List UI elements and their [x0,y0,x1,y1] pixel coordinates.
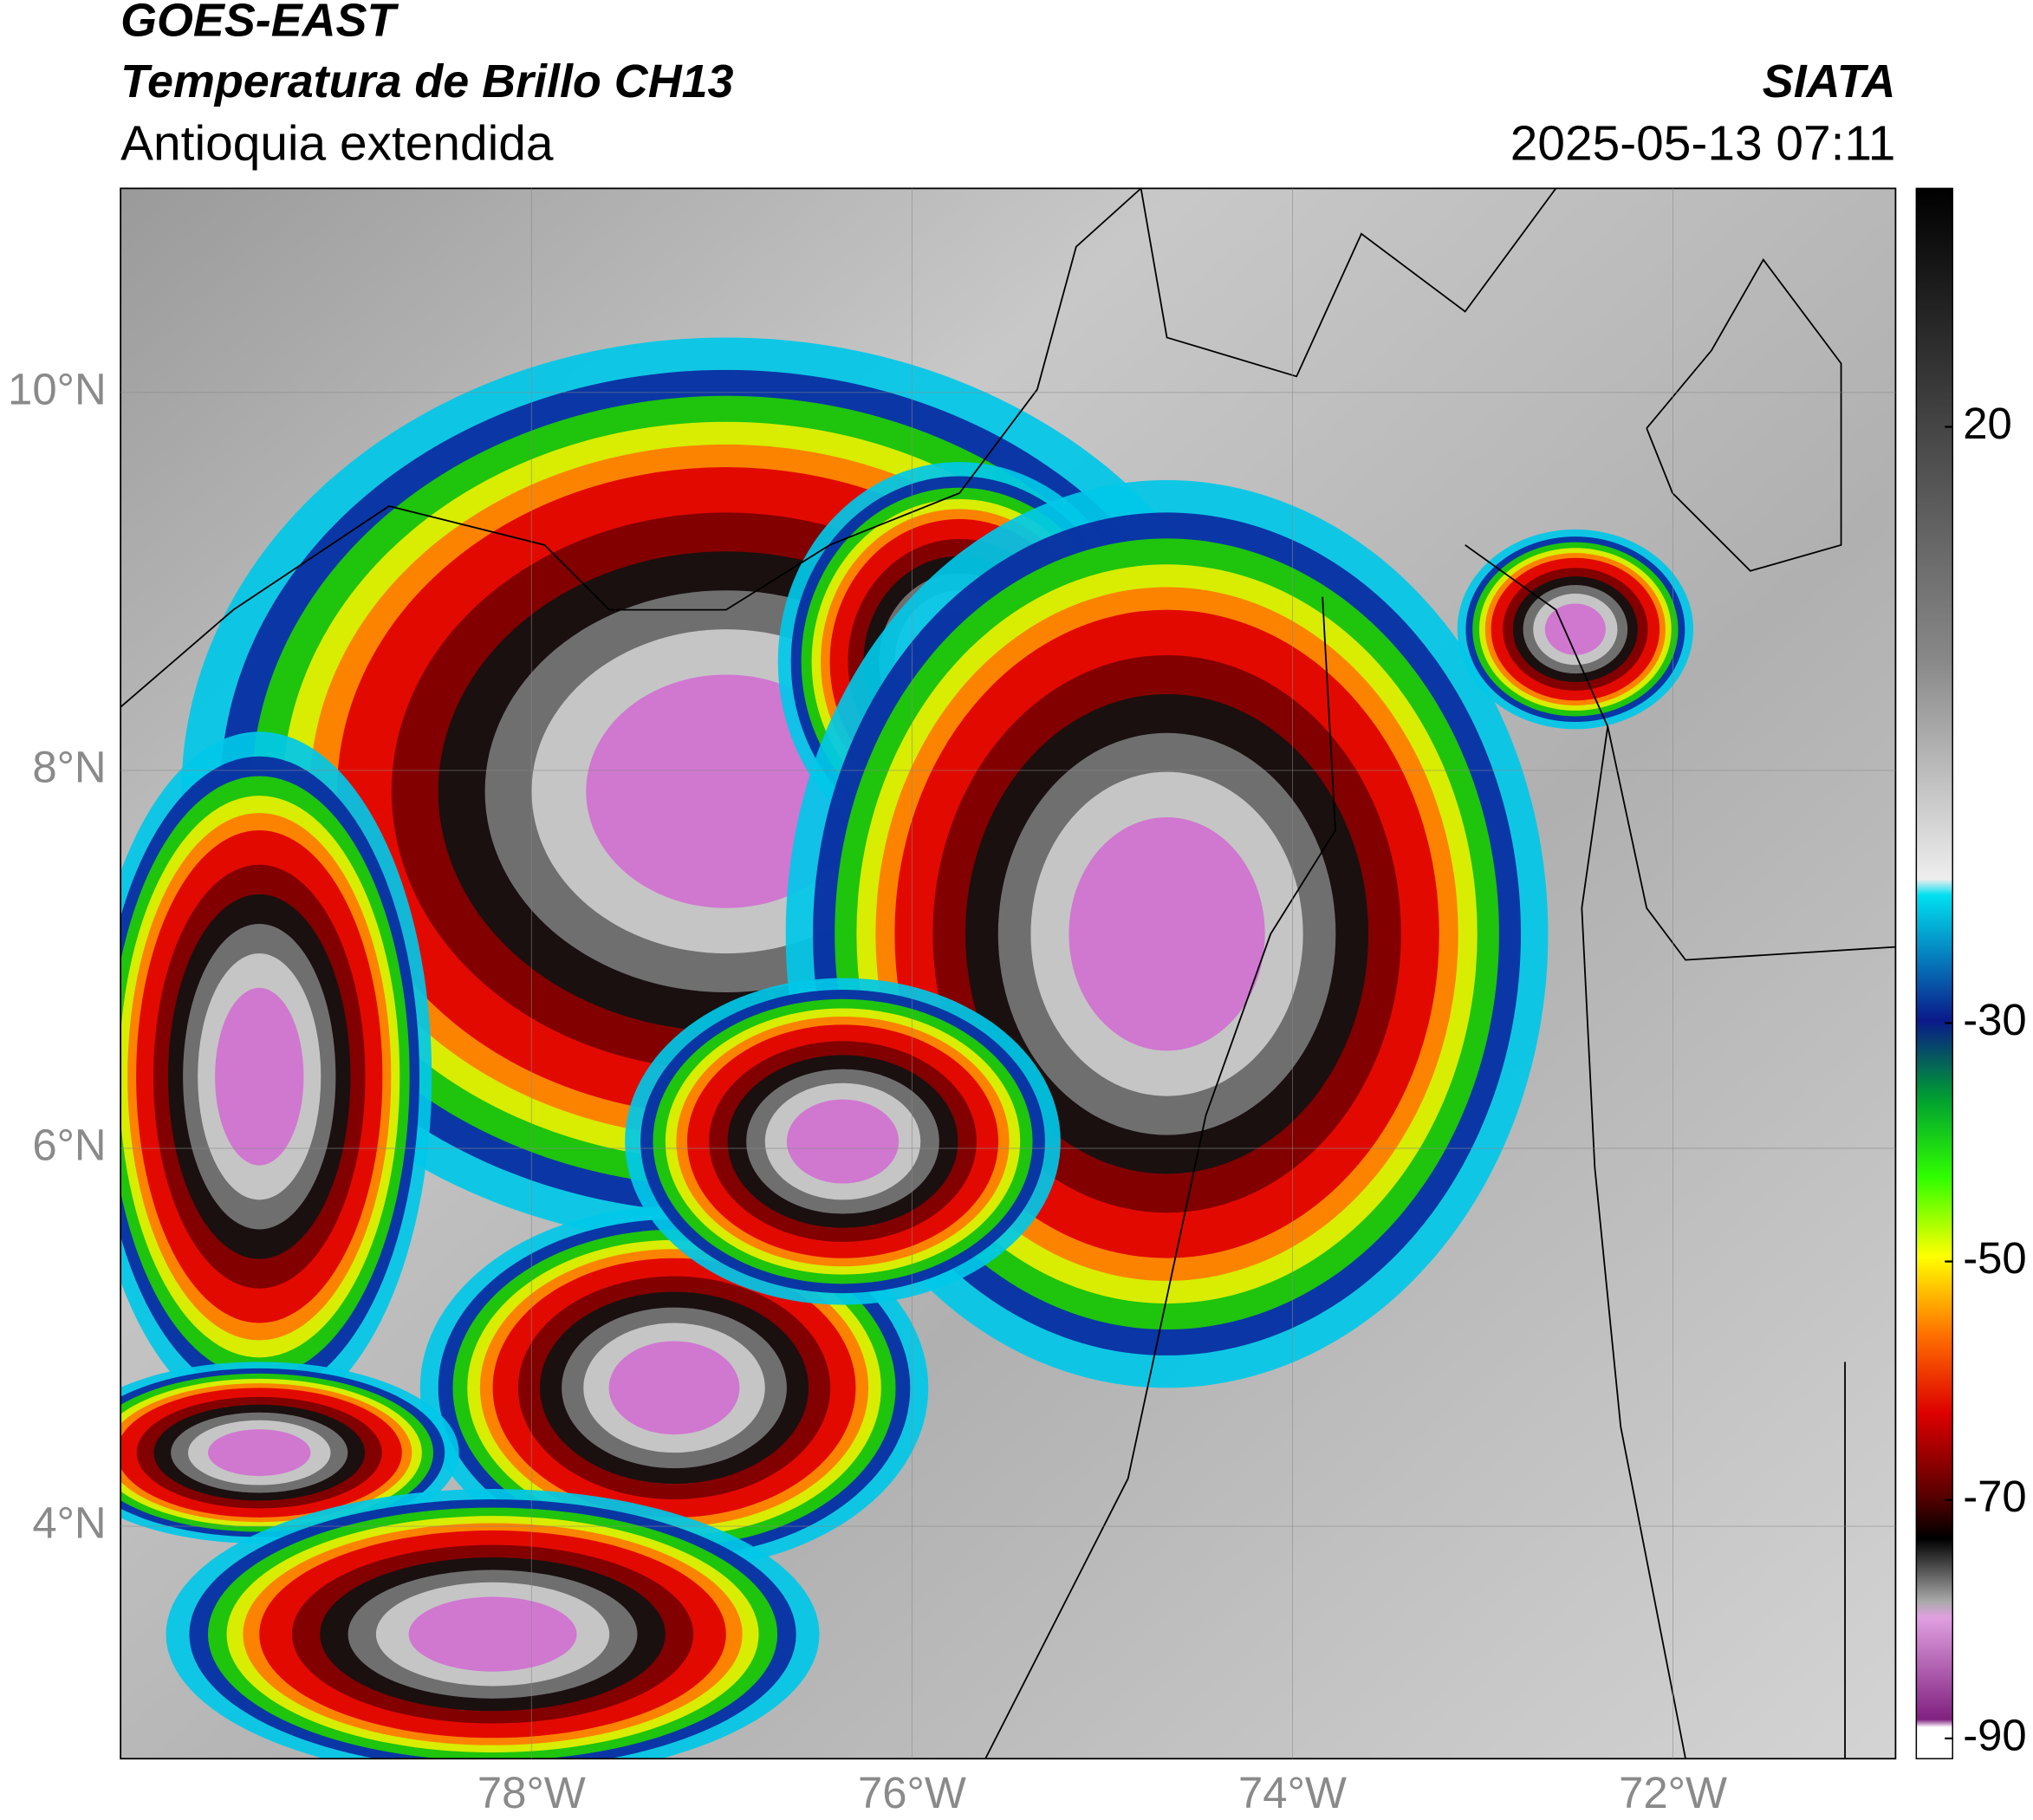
colorbar-tick-label: -50 [1963,1233,2027,1283]
lon-label: 78°W [477,1768,586,1817]
source: SIATA [1763,55,1896,107]
storm-cloud [1068,817,1265,1051]
map-image [120,188,1896,1759]
border [1581,726,1686,1759]
lat-label: 8°N [32,742,106,791]
storm-cloud [786,1099,900,1184]
lon-label: 76°W [858,1768,966,1817]
lon-label: 72°W [1619,1768,1727,1817]
border [1465,544,1896,961]
lat-label: 10°N [8,364,107,413]
coastline [1140,188,1557,378]
title: GOES-EAST [120,0,399,47]
lat-label: 4°N [32,1498,106,1548]
region: Antioquia extendida [120,117,554,172]
colorbar-tick-label: 20 [1963,399,2012,448]
coastline [1646,258,1842,572]
subtitle: Temperatura de Brillo CH13 [120,55,733,107]
colorbar-tick-label: -70 [1963,1472,2027,1521]
storm-cloud [408,1596,577,1672]
colorbar-tick-label: -30 [1963,995,2027,1044]
colorbar-tick-label: -90 [1963,1710,2027,1759]
colorbar [1915,187,1953,1759]
lat-label: 6°N [32,1120,106,1169]
map-frame [120,187,1897,1760]
storm-cloud [215,987,304,1166]
storm-cloud [608,1341,740,1435]
storm-cloud [1544,603,1606,655]
coastline [120,188,1142,708]
border [984,596,1336,1759]
borders [120,188,1896,1759]
storm-cloud [207,1429,311,1477]
lon-label: 74°W [1238,1768,1347,1817]
datetime: 2025-05-13 07:11 [1510,117,1896,172]
